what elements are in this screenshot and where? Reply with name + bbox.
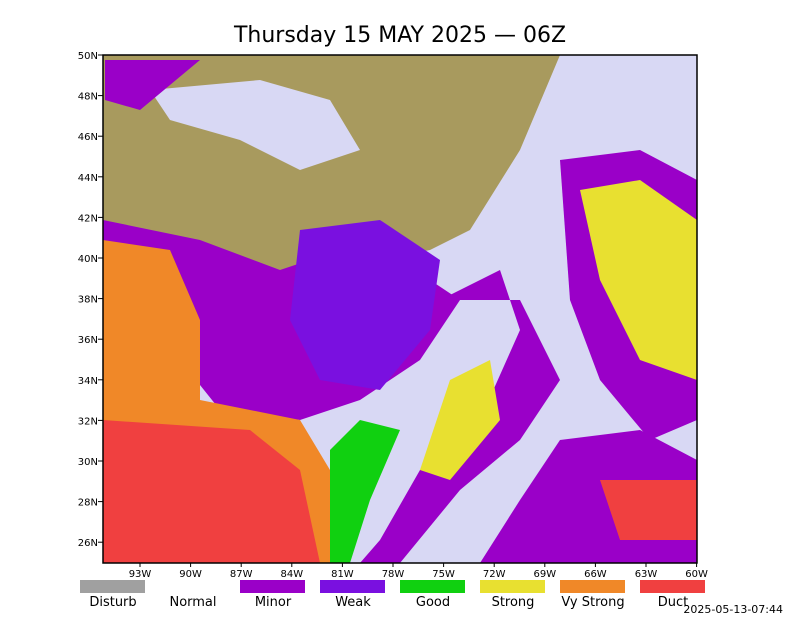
lat-label: 30N — [78, 457, 98, 468]
lat-label: 36N — [78, 335, 98, 346]
lat-label: 26N — [78, 538, 98, 549]
legend-label: Duct — [658, 595, 689, 610]
title: Thursday 15 MAY 2025 — 06Z — [233, 23, 566, 48]
legend-swatch — [640, 580, 705, 593]
lon-label: 60W — [685, 569, 708, 580]
lat-label: 40N — [78, 254, 98, 265]
legend-label: Minor — [255, 595, 292, 610]
lat-labels: 50N 48N 46N 44N 42N 40N 38N 36N 34N 32N 30N 28N 26N — [78, 51, 103, 549]
lon-label: 93W — [129, 569, 152, 580]
lat-label: 32N — [78, 416, 98, 427]
lon-label: 81W — [331, 569, 354, 580]
lon-labels: 93W 90W 87W 84W 81W 78W 75W 72W 69W 66W 63W 60W — [129, 563, 708, 580]
legend-label: Vy Strong — [561, 595, 624, 610]
lat-label: 38N — [78, 295, 98, 306]
legend-label: Disturb — [89, 595, 136, 610]
legend-swatch — [160, 580, 225, 593]
legend: Disturb Normal Minor Weak Good Strong Vy Stron… — [80, 580, 705, 610]
lon-label: 63W — [635, 569, 658, 580]
legend-label: Weak — [335, 595, 371, 610]
legend-swatch — [240, 580, 305, 593]
lat-label: 44N — [78, 173, 98, 184]
lon-label: 72W — [483, 569, 506, 580]
lat-label: 42N — [78, 213, 98, 224]
legend-label: Normal — [169, 595, 216, 610]
legend-swatch — [400, 580, 465, 593]
lon-label: 75W — [432, 569, 455, 580]
timestamp: 2025-05-13-07:44 — [683, 603, 783, 616]
lat-label: 28N — [78, 498, 98, 509]
lon-label: 90W — [179, 569, 202, 580]
legend-swatch — [560, 580, 625, 593]
lon-label: 69W — [533, 569, 556, 580]
legend-swatch — [80, 580, 145, 593]
lat-label: 46N — [78, 132, 98, 143]
map-frame — [102, 54, 698, 564]
lat-label: 50N — [78, 51, 98, 62]
lon-label: 87W — [230, 569, 253, 580]
lat-label: 48N — [78, 92, 98, 103]
lat-label: 34N — [78, 376, 98, 387]
legend-swatch — [320, 580, 385, 593]
legend-label: Good — [416, 595, 450, 610]
lon-label: 84W — [280, 569, 303, 580]
lon-label: 78W — [382, 569, 405, 580]
legend-label: Strong — [492, 595, 535, 610]
map — [103, 55, 697, 563]
lon-label: 66W — [584, 569, 607, 580]
legend-swatch — [480, 580, 545, 593]
